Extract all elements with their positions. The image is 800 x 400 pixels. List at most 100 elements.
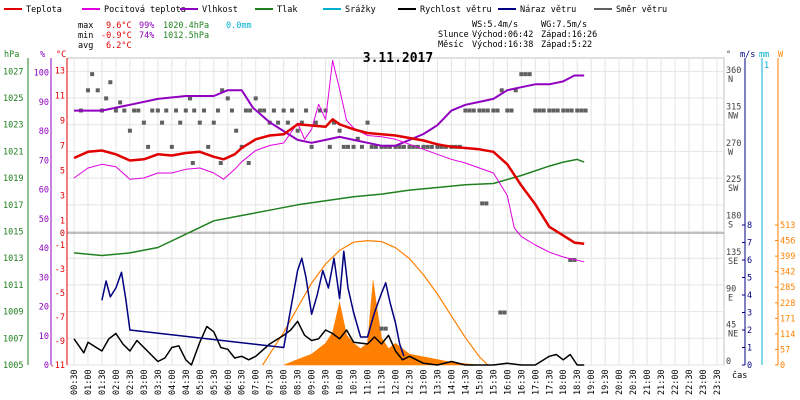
wind-direction-point (568, 257, 573, 262)
time-tick-label: 03:30 (154, 369, 164, 395)
time-tick-label: 19:00 (587, 369, 597, 395)
time-tick-label: 15:30 (489, 369, 499, 395)
wind-direction-point (484, 201, 489, 206)
stat-max-label: max (78, 21, 93, 31)
legend-label: Pocitová teplota (104, 5, 186, 15)
wind-direction-tick-label: 135 (726, 248, 741, 258)
wind-direction-point (206, 144, 211, 149)
wind-direction-point (359, 144, 364, 149)
wind-direction-point (435, 144, 440, 149)
time-tick-label: 22:30 (685, 369, 695, 395)
wind-gust-info: WG:7.5m/s (541, 20, 587, 30)
legend-label: Teplota (26, 5, 62, 15)
time-tick-label: 13:00 (419, 369, 429, 395)
temperature-tick-label: 0 (60, 229, 65, 239)
pressure-tick-label: 1021 (3, 147, 23, 157)
series-temperature (73, 118, 585, 246)
temperature-tick-label: -3 (55, 265, 65, 275)
wind-direction-point (122, 108, 127, 113)
sun-set: Západ:16:26 (541, 30, 597, 40)
wind-direction-tick-label: 315 (726, 103, 741, 113)
wind-direction-point (197, 120, 202, 125)
time-tick-label: 21:30 (657, 369, 667, 395)
wind-direction-point (355, 136, 360, 141)
temperature-tick-label: -1 (55, 241, 65, 251)
wind-direction-point (190, 161, 195, 166)
time-tick-label: 06:30 (238, 369, 248, 395)
wind-direction-point (421, 144, 426, 149)
wind-direction-point (565, 108, 570, 113)
stat-max-rain: 0.0mm (226, 21, 252, 31)
solar-tick-label: 114 (780, 330, 795, 340)
time-tick-label: 00:30 (70, 369, 80, 395)
wind-direction-point (499, 88, 504, 93)
axis-unit-hpa: hPa (4, 50, 19, 60)
wind-direction-point (271, 108, 276, 113)
time-tick-label: 09:30 (322, 369, 332, 395)
axis-unit-dir: ° (726, 50, 731, 60)
wind-direction-point (201, 108, 206, 113)
temperature-tick-label: 9 (60, 117, 65, 127)
wind-direction-point (146, 144, 151, 149)
wind-direction-point (104, 96, 109, 101)
moon-rise: Východ:16:38 (472, 40, 533, 50)
wind-direction-point (85, 88, 90, 93)
humidity-tick-label: 30 (39, 273, 49, 283)
axes-layer: 1027102510231021101910171015101310111009… (3, 58, 795, 395)
wind-direction-point (537, 108, 542, 113)
wind-direction-point (215, 108, 220, 113)
wind-direction-point (113, 108, 118, 113)
wind-direction-point (509, 108, 514, 113)
sun-label: Slunce (438, 30, 469, 40)
wind-direction-point (519, 72, 524, 77)
stat-min-hum: 74% (139, 31, 154, 41)
wind-direction-tick-label: 180 (726, 212, 741, 222)
wind-direction-point (513, 88, 518, 93)
time-tick-label: 23:00 (699, 369, 709, 395)
temperature-tick-label: 13 (55, 67, 65, 77)
time-tick-label: 16:00 (503, 369, 513, 395)
wind-direction-point (90, 72, 95, 77)
wind-direction-point (397, 144, 402, 149)
wind-speed-tick-label: 8 (747, 221, 752, 231)
rain-tick-label: 1 (764, 61, 769, 71)
time-tick-label: 08:00 (280, 369, 290, 395)
wind-direction-point (127, 128, 132, 133)
time-tick-label: 13:30 (433, 369, 443, 395)
pressure-tick-label: 1017 (3, 201, 23, 211)
pressure-tick-label: 1007 (3, 334, 23, 344)
wind-speed-tick-label: 2 (747, 326, 752, 336)
wind-direction-point (299, 120, 304, 125)
temperature-tick-label: 1 (60, 217, 65, 227)
stat-min-temp: -0.9°C (101, 31, 132, 41)
temperature-tick-label: 11 (55, 92, 65, 102)
humidity-tick-label: 80 (39, 127, 49, 137)
wind-direction-point (373, 144, 378, 149)
series-wind-gust (101, 250, 405, 357)
time-tick-label: 17:30 (545, 369, 555, 395)
wind-direction-point (253, 96, 258, 101)
wind-direction-point (285, 120, 290, 125)
time-tick-label: 14:00 (447, 369, 457, 395)
humidity-tick-label: 70 (39, 156, 49, 166)
legend-label: Rychlost větru (420, 5, 492, 15)
stats-block: max 9.6°C 99% 1020.4hPa 0.0mm min -0.9°C… (78, 21, 252, 51)
wind-direction-point (439, 144, 444, 149)
wind-direction-point (323, 108, 328, 113)
wind-direction-point (290, 108, 295, 113)
wind-direction-point (425, 144, 430, 149)
time-tick-label: 15:00 (475, 369, 485, 395)
wind-direction-tick-label: 45 (726, 321, 736, 331)
wind-direction-point (477, 108, 482, 113)
time-tick-label: 05:30 (210, 369, 220, 395)
time-tick-label: 16:30 (517, 369, 527, 395)
temperature-tick-label: -9 (55, 337, 65, 347)
axis-unit-time: čas (732, 370, 747, 381)
wind-direction-point (225, 96, 230, 101)
wind-speed-tick-label: 0 (747, 361, 752, 371)
time-tick-label: 03:00 (140, 369, 150, 395)
axis-unit-mm: mm (759, 50, 769, 60)
wind-speed-tick-label: 5 (747, 274, 752, 284)
time-tick-label: 07:00 (252, 369, 262, 395)
